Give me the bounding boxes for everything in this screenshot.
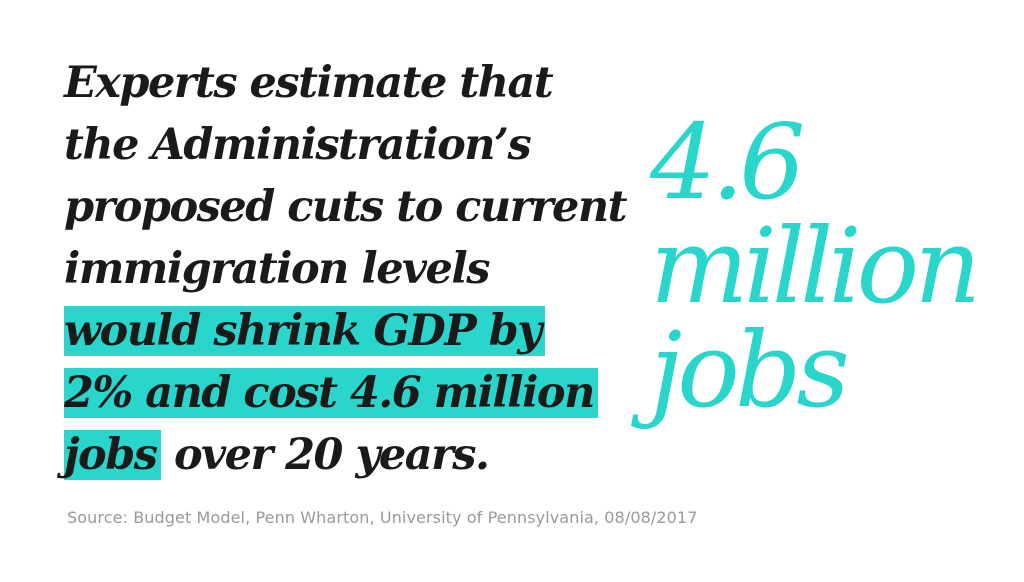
headline-line-1: Experts estimate that [64,58,554,108]
highlight-line-1: would shrink GDP by [64,306,545,356]
headline-tail: over 20 years. [160,430,490,480]
headline-line-3: proposed cuts to current [64,182,628,232]
headline-quote: Experts estimate that the Administration… [64,52,664,486]
headline-line-7: jobs over 20 years. [64,424,664,486]
headline-line-6: 2% and cost 4.6 million [64,362,664,424]
headline-line-4: immigration levels [64,244,490,294]
highlight-line-2: 2% and cost 4.6 million [64,368,598,418]
big-stat-unit: million [650,205,981,327]
big-stat: 4.6 million jobs [650,110,1010,422]
headline-line-2: the Administration’s [64,120,532,170]
highlight-line-3: jobs [64,430,161,480]
source-citation: Source: Budget Model, Penn Wharton, Univ… [67,508,698,527]
headline-line-5: would shrink GDP by [64,300,664,362]
big-stat-number: 4.6 [650,101,805,223]
big-stat-label: jobs [650,309,850,431]
